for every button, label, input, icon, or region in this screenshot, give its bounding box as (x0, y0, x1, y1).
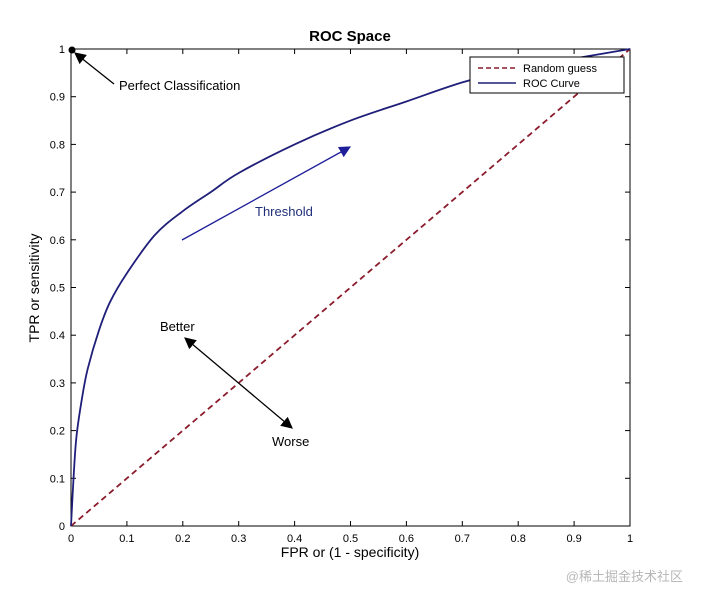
x-tick-label: 1 (627, 533, 633, 545)
threshold-label: Threshold (255, 204, 313, 219)
watermark: @稀土掘金技术社区 (566, 569, 683, 584)
better-label: Better (160, 319, 195, 334)
y-tick-label: 0.4 (50, 330, 65, 342)
series-layer (70, 48, 631, 527)
x-tick-label: 0.2 (175, 533, 190, 545)
y-tick-label: 0.1 (50, 473, 65, 485)
x-axis-ticks: 0 0.1 0.2 0.3 0.4 0.5 0.6 0.7 0.8 0.9 1 (68, 49, 633, 545)
y-tick-label: 0.6 (50, 235, 65, 247)
x-tick-label: 0.6 (399, 533, 414, 545)
x-tick-label: 0.1 (119, 533, 134, 545)
x-tick-label: 0.9 (566, 533, 581, 545)
perfect-classification-point (68, 46, 76, 54)
x-tick-label: 0.7 (455, 533, 470, 545)
x-axis-label: FPR or (1 - specificity) (281, 544, 419, 560)
y-axis-label: TPR or sensitivity (26, 234, 42, 343)
y-tick-label: 0.8 (50, 139, 65, 151)
chart-title: ROC Space (309, 28, 391, 45)
y-axis-ticks: 0 0.1 0.2 0.3 0.4 0.5 0.6 0.7 0.8 0.9 1 (50, 44, 630, 533)
random-guess-line (70, 48, 631, 527)
legend-label-roc-curve: ROC Curve (523, 78, 580, 90)
y-tick-label: 0.3 (50, 378, 65, 390)
y-tick-label: 0.2 (50, 426, 65, 438)
legend-label-random-guess: Random guess (523, 63, 597, 75)
y-tick-label: 0.7 (50, 187, 65, 199)
perfect-classification-arrow (74, 52, 115, 85)
legend: Random guess ROC Curve (469, 56, 625, 94)
x-tick-label: 0.5 (343, 533, 358, 545)
x-tick-label: 0.8 (511, 533, 526, 545)
worse-label: Worse (272, 434, 309, 449)
y-tick-label: 0.9 (50, 92, 65, 104)
perfect-classification-label: Perfect Classification (119, 78, 240, 93)
y-tick-label: 0 (59, 521, 65, 533)
legend-box (469, 56, 625, 94)
roc-curve-line (70, 48, 631, 527)
y-tick-label: 0.5 (50, 283, 65, 295)
x-tick-label: 0 (68, 533, 74, 545)
threshold-arrow (181, 146, 352, 241)
x-tick-label: 0.3 (231, 533, 246, 545)
better-worse-arrow (184, 337, 293, 429)
y-tick-label: 1 (59, 44, 65, 56)
x-tick-label: 0.4 (287, 533, 302, 545)
